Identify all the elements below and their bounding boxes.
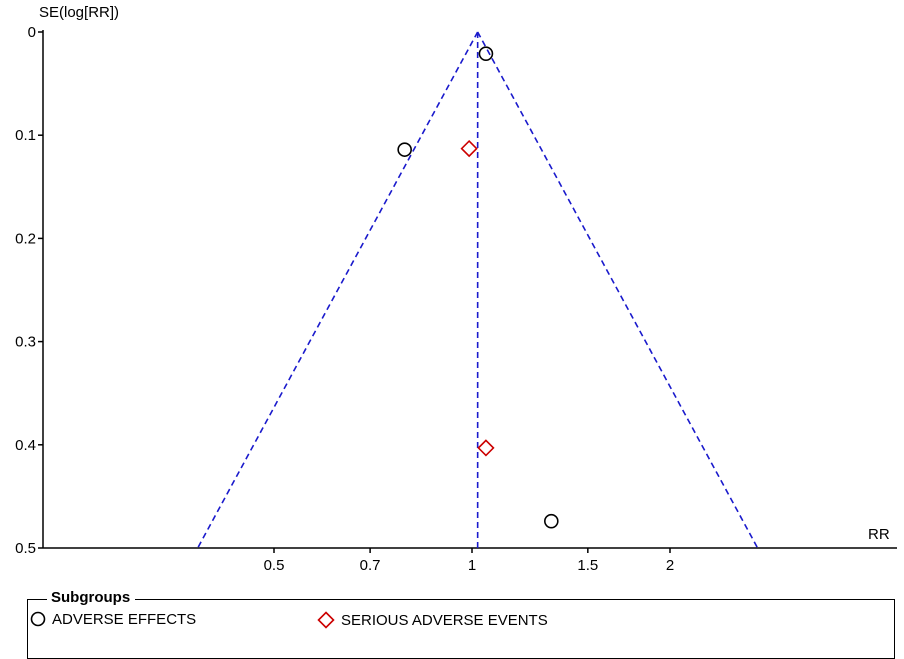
data-point-adverse-effects xyxy=(544,513,559,529)
y-tick-label: 0.5 xyxy=(15,540,36,557)
y-axis-label: SE(log[RR]) xyxy=(39,4,120,21)
diamond-marker-icon xyxy=(317,611,335,629)
x-tick-label: 0.5 xyxy=(264,557,285,574)
legend-label-serious-adverse-events: SERIOUS ADVERSE EVENTS xyxy=(341,611,548,629)
data-point-serious-adverse-events xyxy=(477,439,495,457)
x-axis-label: RR xyxy=(868,526,890,543)
funnel-right-line xyxy=(476,31,759,549)
data-point-serious-adverse-events xyxy=(460,139,478,158)
data-point-adverse-effects xyxy=(397,142,412,157)
y-tick-label: 0 xyxy=(28,24,36,41)
y-tick-label: 0.2 xyxy=(15,230,36,247)
x-tick-label: 1 xyxy=(468,557,476,574)
funnel-left-line xyxy=(197,31,479,549)
y-tick-label: 0.3 xyxy=(15,334,36,351)
x-tick-label: 0.7 xyxy=(360,557,381,574)
data-point-adverse-effects xyxy=(478,46,494,61)
funnel-plot: 0 0.1 0.2 0.3 0.4 0.5 0.5 0.7 1 1.5 2 xyxy=(15,24,897,574)
circle-marker-icon xyxy=(30,611,46,627)
legend-item-adverse-effects: ADVERSE EFFECTS xyxy=(29,610,196,628)
y-tick-label: 0.4 xyxy=(15,437,36,454)
x-tick-label: 1.5 xyxy=(577,557,598,574)
y-tick-label: 0.1 xyxy=(15,127,36,144)
legend-item-serious-adverse-events: SERIOUS ADVERSE EVENTS xyxy=(316,610,548,630)
legend-label-adverse-effects: ADVERSE EFFECTS xyxy=(52,610,197,628)
legend-title: Subgroups xyxy=(47,589,136,606)
x-tick-label: 2 xyxy=(666,557,674,574)
